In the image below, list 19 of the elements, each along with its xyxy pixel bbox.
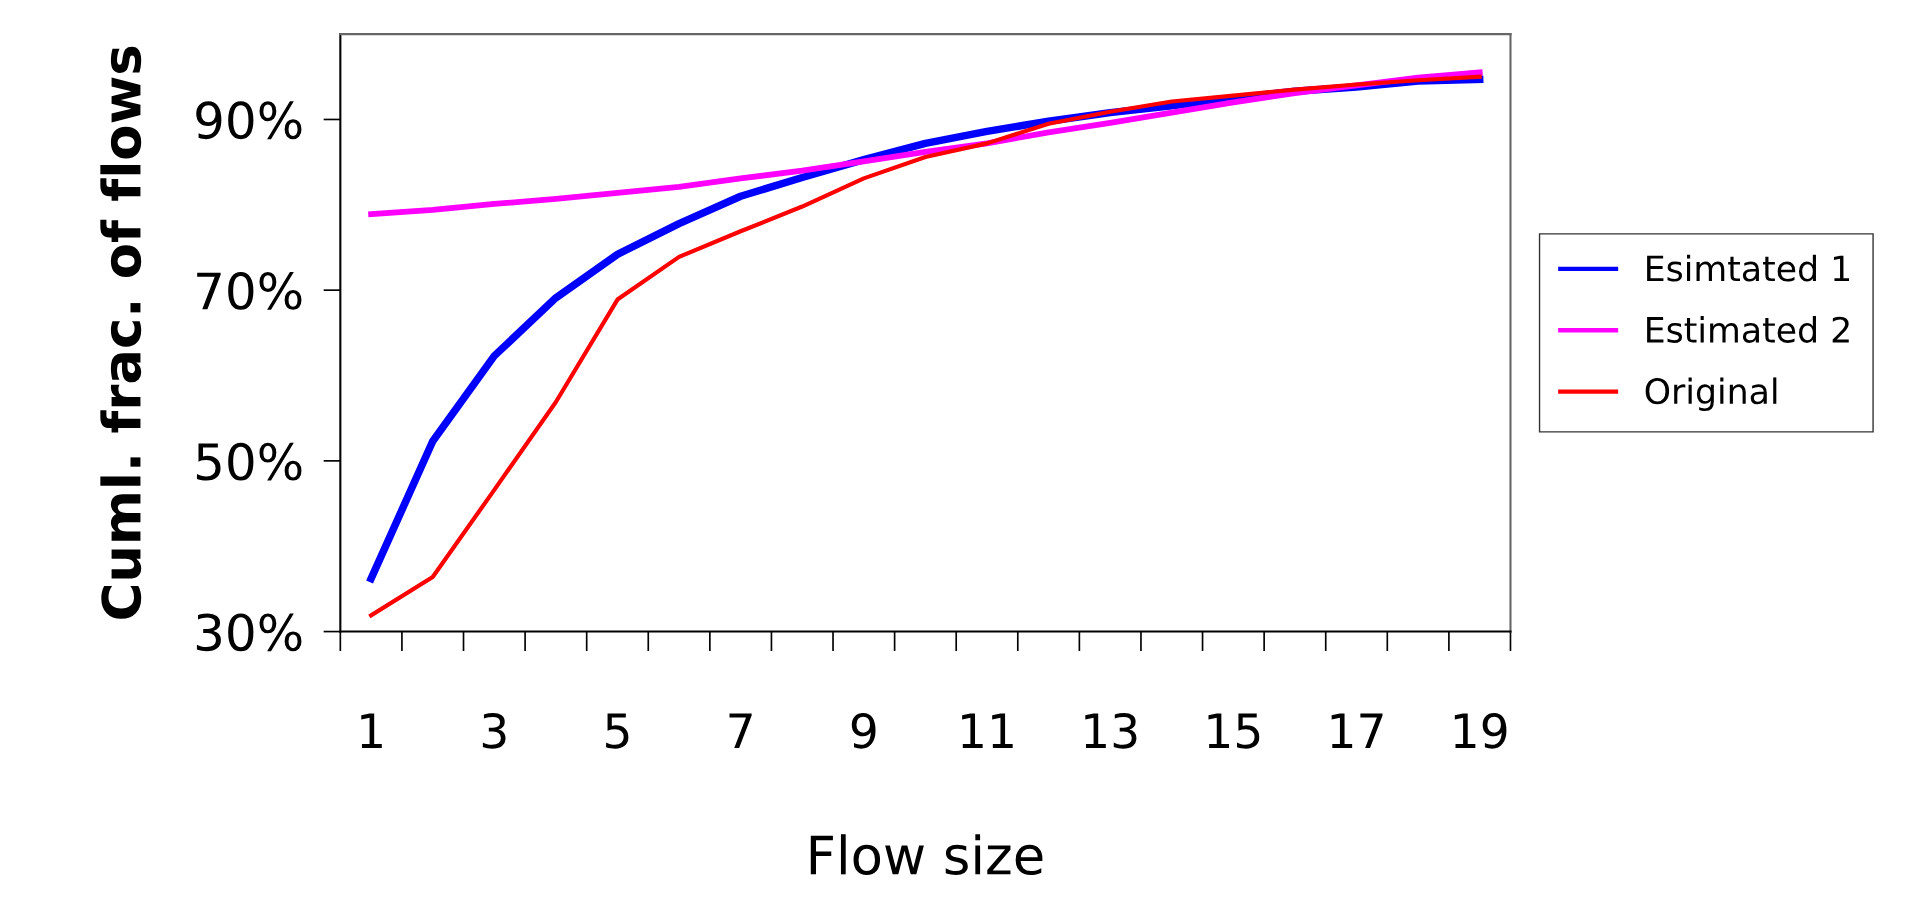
x-tick-label: 13	[1085, 712, 1137, 749]
y-tick-label: 70%	[197, 272, 302, 310]
y-tick-label: 30%	[196, 613, 302, 652]
y-tick-label: 90%	[196, 101, 302, 140]
x-tick-label: 1	[361, 713, 382, 749]
x-tick-label: 5	[606, 713, 629, 749]
legend-label: Esimtated 1	[1647, 254, 1850, 282]
legend-label: Estimated 2	[1647, 316, 1849, 343]
x-tick-label: 3	[482, 712, 506, 749]
x-tick-label: 9	[851, 712, 876, 749]
x-tick-label: 7	[729, 713, 752, 749]
x-axis-title: Flow size	[810, 834, 1043, 876]
y-tick-label: 50%	[196, 442, 302, 481]
x-tick-label: 19	[1454, 712, 1507, 749]
legend-label: Original	[1645, 377, 1777, 412]
x-tick-label: 17	[1331, 713, 1383, 749]
y-axis-title: Cuml. frac. of flows	[100, 46, 142, 619]
x-tick-label: 15	[1208, 713, 1260, 749]
x-tick-label: 11	[962, 713, 1013, 749]
